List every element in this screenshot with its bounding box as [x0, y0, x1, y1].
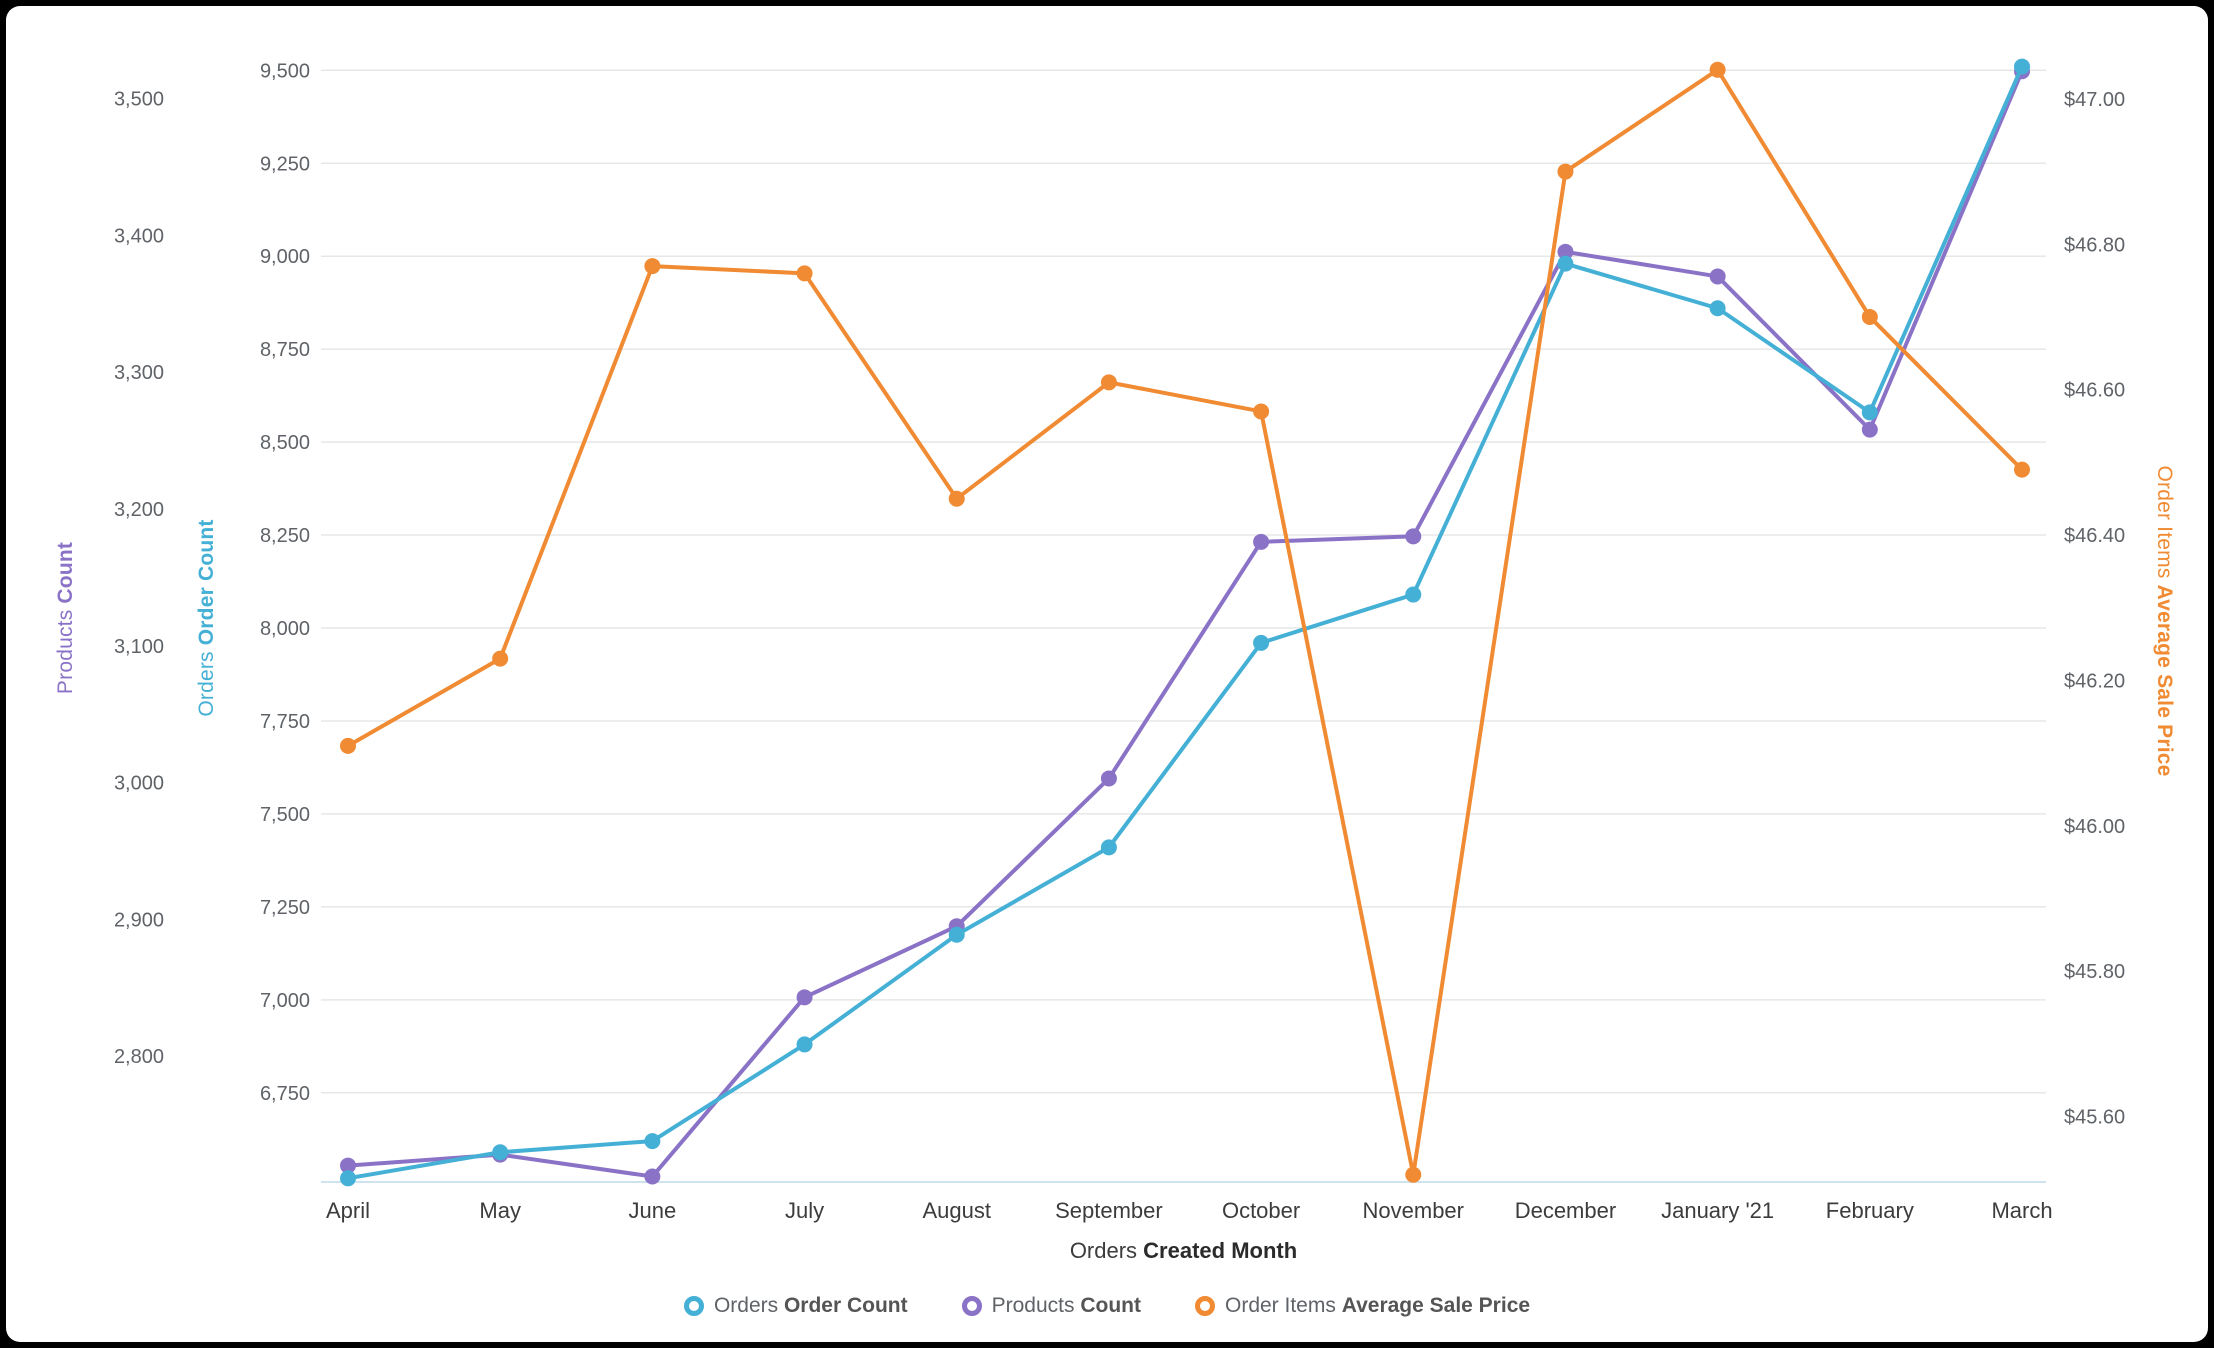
orders-axis-tick-label: 6,750: [260, 1083, 310, 1105]
legend-label: Orders Order Count: [713, 1294, 908, 1317]
legend-marker-icon: [1195, 1296, 1215, 1316]
data-point[interactable]: [2014, 461, 2030, 478]
data-point[interactable]: [1100, 374, 1117, 391]
x-axis-tick-label: September: [1055, 1198, 1163, 1223]
line-chart: 3,500 3,400 3,300 3,200 3,100 3,000 2,900 2,800…: [54, 58, 2176, 1263]
orders-axis-title: Orders Order Count: [195, 519, 218, 716]
data-point[interactable]: [1253, 634, 1270, 651]
x-axis-tick-label: February: [1826, 1198, 1914, 1223]
series-line: [346, 64, 2024, 1181]
products-axis-title: Products Count: [54, 542, 77, 694]
x-axis-tick-label: January '21: [1661, 1198, 1774, 1223]
data-point[interactable]: [1557, 243, 1574, 260]
orders-axis-tick-label: 9,500: [260, 60, 310, 82]
data-point[interactable]: [1253, 403, 1270, 420]
data-point[interactable]: [1253, 533, 1270, 550]
x-axis-tick-label: October: [1222, 1198, 1300, 1223]
products-axis-tick-label: 3,300: [114, 362, 164, 384]
data-point[interactable]: [1405, 1166, 1422, 1183]
legend-item[interactable]: Order Items Average Sale Price: [1195, 1294, 1530, 1318]
products-axis-tick-label: 2,800: [114, 1046, 164, 1068]
orders-axis-tick-label: 8,250: [260, 525, 310, 547]
data-point[interactable]: [492, 1144, 509, 1161]
price-axis-tick-label: $46.60: [2064, 380, 2125, 402]
orders-axis-tick-label: 7,750: [260, 711, 310, 733]
products-axis-tick-label: 3,000: [114, 773, 164, 795]
orders-axis-tick-label: 8,500: [260, 432, 310, 454]
orders-axis-tick-label: 8,750: [260, 339, 310, 361]
legend-label: Products Count: [991, 1294, 1141, 1317]
data-point[interactable]: [340, 737, 356, 754]
data-point[interactable]: [1709, 268, 1726, 285]
products-axis-tick-label: 2,900: [114, 909, 164, 931]
data-point[interactable]: [1405, 528, 1422, 545]
data-point[interactable]: [948, 490, 965, 507]
data-point[interactable]: [1861, 421, 1878, 438]
data-point[interactable]: [1100, 770, 1117, 787]
products-axis-tick-label: 3,400: [114, 225, 164, 247]
x-axis-tick-label: November: [1363, 1198, 1464, 1223]
x-axis-title: Orders Created Month: [1070, 1238, 1297, 1263]
data-point[interactable]: [1709, 300, 1726, 317]
price-axis-tick-label: $46.20: [2064, 670, 2125, 692]
data-point[interactable]: [340, 1170, 356, 1187]
x-axis-tick-label: April: [326, 1198, 370, 1223]
price-axis-tick-label: $46.80: [2064, 234, 2125, 256]
products-axis-tick-label: 3,500: [114, 89, 164, 111]
data-point[interactable]: [1861, 308, 1878, 325]
data-point[interactable]: [1405, 586, 1422, 603]
data-point[interactable]: [796, 265, 813, 282]
price-axis-tick-label: $46.00: [2064, 816, 2125, 838]
data-point[interactable]: [1861, 404, 1878, 421]
data-point[interactable]: [644, 1133, 661, 1150]
legend-item[interactable]: Orders Order Count: [683, 1294, 908, 1318]
data-point[interactable]: [1100, 839, 1117, 856]
data-point[interactable]: [340, 1157, 356, 1174]
legend-marker-icon: [961, 1296, 982, 1316]
orders-axis-tick-label: 7,250: [260, 897, 310, 919]
orders-axis-tick-label: 9,250: [260, 153, 310, 175]
data-point[interactable]: [1557, 163, 1574, 180]
chart-card: 3,500 3,400 3,300 3,200 3,100 3,000 2,900 2,800…: [6, 6, 2208, 1342]
x-axis-tick-label: June: [629, 1198, 677, 1223]
data-point[interactable]: [948, 926, 965, 943]
price-axis-title: Order Items Average Sale Price: [2153, 465, 2176, 776]
orders-axis-tick-label: 8,000: [260, 618, 310, 640]
legend-item[interactable]: Products Count: [961, 1294, 1141, 1318]
price-axis-tick-label: $47.00: [2064, 89, 2125, 111]
x-axis-tick-label: August: [922, 1198, 991, 1223]
series-line: [346, 69, 2024, 1179]
x-axis-tick-label: December: [1515, 1198, 1616, 1223]
data-point[interactable]: [796, 1036, 813, 1053]
data-point[interactable]: [1557, 255, 1574, 272]
price-axis-tick-label: $46.40: [2064, 525, 2125, 547]
legend-marker-icon: [683, 1296, 704, 1316]
x-axis-tick-label: May: [479, 1198, 521, 1223]
data-point[interactable]: [1709, 61, 1726, 78]
orders-axis-tick-label: 9,000: [260, 246, 310, 268]
price-axis-tick-label: $45.80: [2064, 961, 2125, 983]
products-axis-tick-label: 3,100: [114, 636, 164, 658]
products-axis-tick-label: 3,200: [114, 499, 164, 521]
data-point[interactable]: [796, 989, 813, 1006]
x-axis-tick-label: July: [785, 1198, 824, 1223]
x-axis-tick-label: March: [1991, 1198, 2052, 1223]
chart-legend: Orders Order Count Products Count Order It…: [6, 1294, 2208, 1318]
data-point[interactable]: [644, 258, 661, 275]
orders-axis-tick-label: 7,500: [260, 804, 310, 826]
price-axis-tick-label: $45.60: [2064, 1107, 2125, 1129]
orders-axis-tick-label: 7,000: [260, 990, 310, 1012]
legend-label: Order Items Average Sale Price: [1225, 1294, 1531, 1317]
data-point[interactable]: [2014, 58, 2030, 75]
series-line: [346, 67, 2024, 1177]
data-point[interactable]: [644, 1168, 661, 1185]
data-point[interactable]: [492, 650, 509, 667]
